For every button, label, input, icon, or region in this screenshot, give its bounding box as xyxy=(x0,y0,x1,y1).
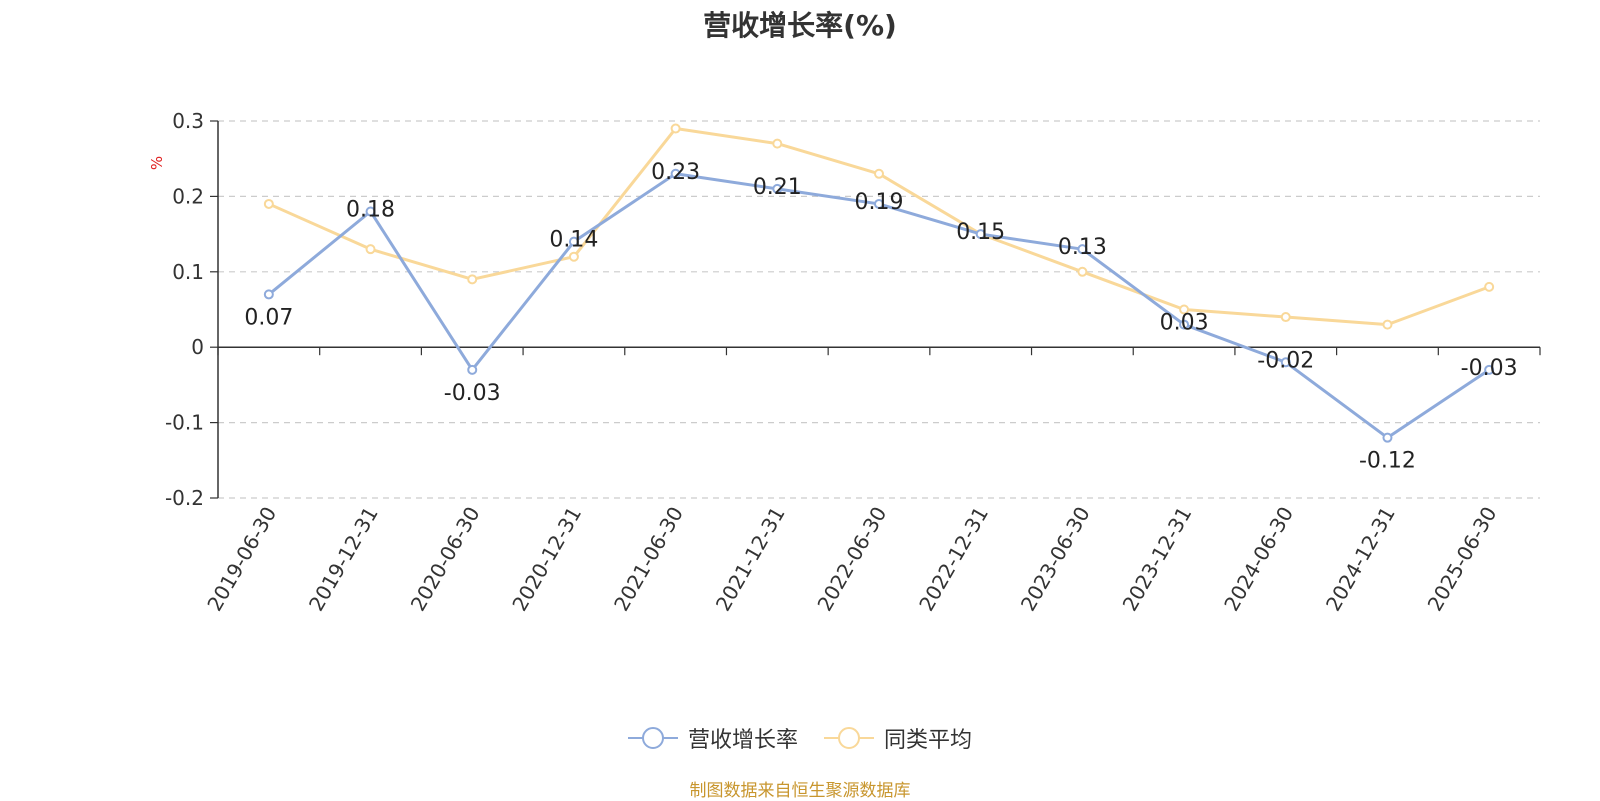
data-point-series-2[interactable] xyxy=(874,168,884,179)
legend-swatch-2 xyxy=(824,727,874,749)
data-point-series-1[interactable] xyxy=(1280,357,1291,368)
data-label: 0.07 xyxy=(244,305,293,330)
legend-swatch-1 xyxy=(627,727,678,749)
legend-item-series-1[interactable]: 营收增长率 xyxy=(627,722,798,754)
data-point-series-1[interactable] xyxy=(365,206,376,217)
data-point-series-1[interactable] xyxy=(1382,432,1393,443)
x-tick-label: 2025-06-30 xyxy=(1423,503,1502,616)
data-point-series-1[interactable] xyxy=(975,229,986,240)
data-point-series-2[interactable] xyxy=(1382,319,1393,330)
data-point-series-1[interactable] xyxy=(1179,319,1190,330)
data-point-series-2[interactable] xyxy=(467,274,478,285)
y-tick-label: 0.2 xyxy=(172,184,204,208)
data-point-series-1[interactable] xyxy=(568,236,579,247)
legend-item-series-2[interactable]: 同类平均 xyxy=(824,722,972,754)
y-axis-unit-label: % xyxy=(148,156,166,170)
y-tick-label: 0 xyxy=(191,335,204,359)
x-tick-label: 2021-06-30 xyxy=(609,503,688,616)
data-point-series-1[interactable] xyxy=(467,364,478,375)
x-tick-label: 2024-06-30 xyxy=(1219,503,1298,616)
x-tick-label: 2020-06-30 xyxy=(406,503,485,616)
data-point-series-2[interactable] xyxy=(263,198,274,209)
x-tick-label: 2022-12-31 xyxy=(914,503,993,616)
data-point-series-2[interactable] xyxy=(1179,304,1190,315)
data-point-series-1[interactable] xyxy=(263,289,274,300)
data-point-series-2[interactable] xyxy=(1077,266,1088,277)
x-tick-label: 2020-12-31 xyxy=(507,503,586,616)
x-tick-label: 2021-12-31 xyxy=(711,503,790,616)
data-point-series-2[interactable] xyxy=(1484,281,1495,292)
data-point-series-1[interactable] xyxy=(772,183,783,194)
legend: 营收增长率 同类平均 xyxy=(0,722,1600,754)
data-label: 0.18 xyxy=(346,197,395,222)
data-point-series-1[interactable] xyxy=(874,198,884,209)
y-tick-label: 0.3 xyxy=(172,109,204,133)
data-label: 0.23 xyxy=(651,160,700,185)
data-point-series-2[interactable] xyxy=(365,244,376,255)
series-lines xyxy=(263,123,1495,443)
chart-title: 营收增长率(%) xyxy=(703,9,897,42)
x-tick-label: 2019-12-31 xyxy=(304,503,383,616)
x-tick-label: 2019-06-30 xyxy=(202,503,281,616)
y-tick-label: 0.1 xyxy=(172,260,204,284)
data-label: 0.15 xyxy=(956,220,1005,245)
data-label: 0.21 xyxy=(753,175,802,200)
data-point-series-1[interactable] xyxy=(1484,364,1495,375)
data-label: 0.13 xyxy=(1058,235,1107,260)
series-line-2 xyxy=(268,127,1490,327)
data-label: -0.03 xyxy=(1461,356,1518,381)
data-point-series-2[interactable] xyxy=(772,138,783,149)
y-tick-label: -0.1 xyxy=(165,411,204,435)
legend-label-1: 营收增长率 xyxy=(687,728,798,753)
x-tick-label: 2024-12-31 xyxy=(1321,503,1400,616)
data-label: 0.14 xyxy=(549,228,598,253)
x-tick-label: 2022-06-30 xyxy=(812,503,891,616)
data-label: 0.03 xyxy=(1160,311,1209,336)
data-point-series-2[interactable] xyxy=(1280,312,1291,323)
x-tick-label: 2023-06-30 xyxy=(1016,503,1095,616)
data-point-series-2[interactable] xyxy=(568,251,579,262)
data-point-series-1[interactable] xyxy=(1077,244,1088,255)
data-labels: 0.07 0.18 -0.03 0.14 0.23 0.21 0.19 0.15 0.13 0.0… xyxy=(244,160,1517,474)
grid-lines xyxy=(218,120,1540,499)
data-point-series-1[interactable] xyxy=(670,168,681,179)
data-point-series-2[interactable] xyxy=(670,123,681,134)
data-label: -0.12 xyxy=(1359,449,1416,474)
x-tick-label: 2023-12-31 xyxy=(1118,503,1197,616)
legend-label-2: 同类平均 xyxy=(884,728,973,753)
data-label: 0.19 xyxy=(855,190,904,215)
data-source-note: 制图数据来自恒生聚源数据库 xyxy=(689,781,911,801)
data-label: -0.03 xyxy=(444,381,501,406)
y-tick-label: -0.2 xyxy=(165,486,204,510)
data-label: -0.02 xyxy=(1257,348,1314,373)
